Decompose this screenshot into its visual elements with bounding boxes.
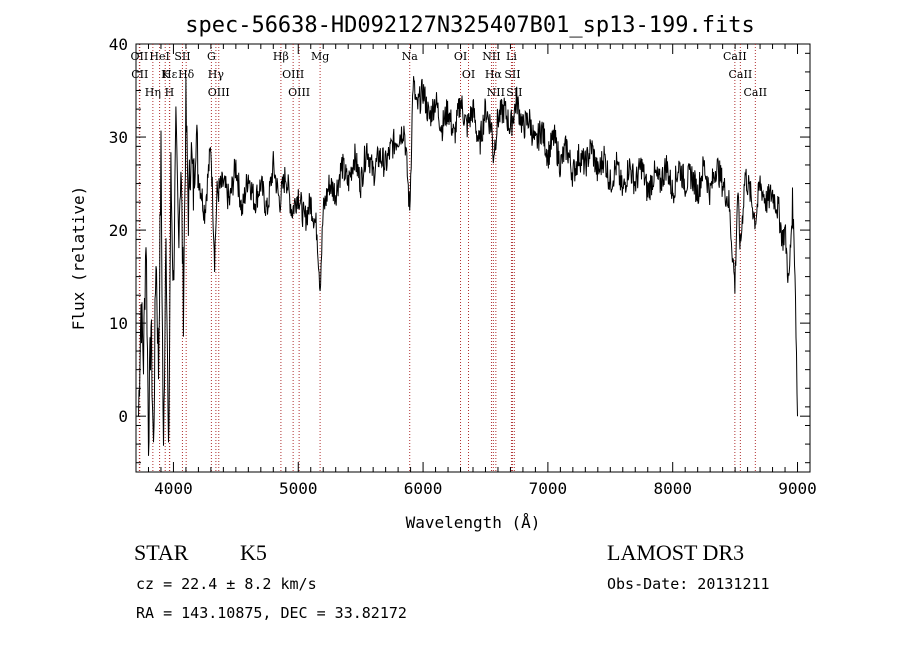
spectral-line-label: CaII [743,86,767,99]
x-axis-label: Wavelength (Å) [406,513,541,532]
y-tick-label: 10 [109,314,128,333]
spectral-line-labels: OII CII Hη HeI KH Hε SII Hδ G Hγ OIII Hβ OIII OIII Mg N… [131,50,768,99]
spectral-line-label: SII [504,68,520,81]
spectral-line-label: OIII [208,86,230,99]
spectral-line-label: NII [487,86,505,99]
spectral-line-label: Hδ [178,68,195,81]
spectral-line-label: Na [402,50,419,63]
redshift-readout: cz = 22.4 ± 8.2 km/s [136,575,317,593]
spectral-line-label: Li [506,50,517,63]
spectral-line-label: SII [174,50,190,63]
coordinates-readout: RA = 143.10875, DEC = 33.82172 [136,604,407,622]
observation-date: Obs-Date: 20131211 [607,575,770,593]
spectral-line-label: OIII [282,68,304,81]
x-tick-label: 5000 [279,479,318,498]
spectrum-line [138,76,798,456]
y-tick-label: 20 [109,221,128,240]
x-tick-label: 9000 [778,479,817,498]
survey-name: LAMOST DR3 [607,540,745,565]
spectral-line-label: NII [482,50,500,63]
spectral-line-label: SII [506,86,522,99]
spectral-line-label: Hβ [273,50,289,63]
spectral-line-label: CaII [729,68,753,81]
y-axis-label: Flux (relative) [69,186,88,331]
x-tick-label: 7000 [529,479,568,498]
spectral-line-label: Hε [162,68,178,81]
spectral-line-label: OIII [288,86,310,99]
spectrum-series [138,76,798,456]
spectral-line-label: Hα [485,68,503,81]
spectral-line-label: OI [462,68,475,81]
chart-title: spec-56638-HD092127N325407B01_sp13-199.f… [185,13,755,38]
spectral-line-label: K [161,68,170,81]
spectral-line-label: OII [131,50,149,63]
spectral-line-label: CaII [723,50,747,63]
y-tick-label: 40 [109,35,128,54]
y-tick-label: 30 [109,128,128,147]
object-subclass: K5 [240,540,267,565]
spectral-line-label: Mg [311,50,329,63]
spectral-line-label: Hγ [208,68,225,81]
spectral-line-label: CII [131,68,148,81]
x-tick-label: 8000 [653,479,692,498]
x-tick-label: 4000 [154,479,193,498]
spectral-line-label: H [165,86,175,99]
spectral-line-label: OI [454,50,467,63]
spectral-line-label: HeI [149,50,169,63]
x-tick-label: 6000 [404,479,443,498]
object-class: STAR [134,540,189,565]
spectral-line-label: G [207,50,216,63]
y-tick-label: 0 [118,407,128,426]
spectral-line-label: Hη [145,86,161,99]
